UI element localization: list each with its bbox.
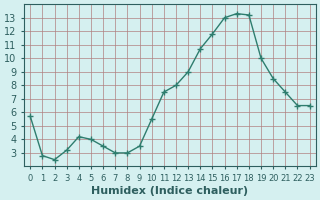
X-axis label: Humidex (Indice chaleur): Humidex (Indice chaleur) xyxy=(92,186,249,196)
